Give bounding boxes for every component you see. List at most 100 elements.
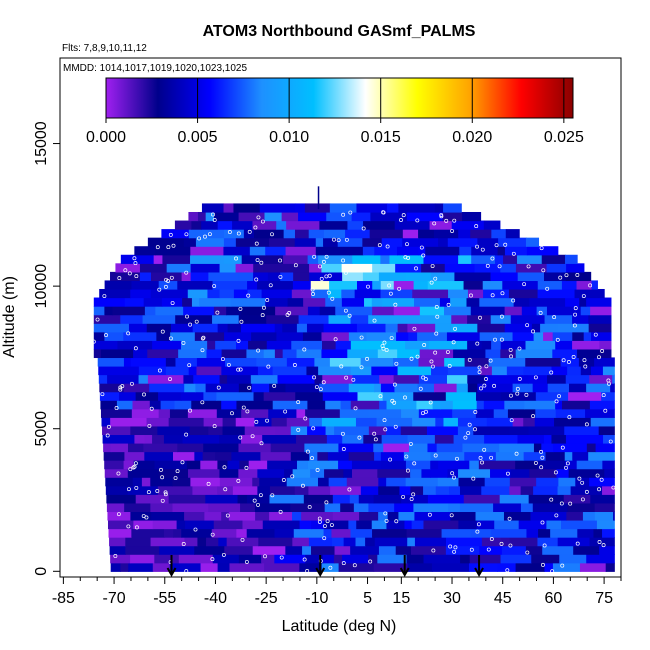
- heatmap-cell: [564, 425, 600, 436]
- sample-point: [507, 516, 512, 521]
- heatmap-cell: [533, 485, 559, 495]
- heatmap-cell: [568, 383, 587, 393]
- heatmap-cell: [427, 494, 465, 504]
- heatmap-cell: [412, 417, 436, 427]
- sample-point: [467, 422, 472, 427]
- heatmap-cell: [142, 314, 176, 324]
- sample-point: [383, 511, 388, 516]
- heatmap-cell: [394, 220, 431, 230]
- heatmap-cell: [216, 408, 242, 418]
- sample-point: [531, 329, 535, 334]
- heatmap-cell: [477, 383, 514, 393]
- heatmap-cell: [93, 297, 126, 307]
- sample-point: [100, 392, 105, 397]
- heatmap-cell: [154, 554, 180, 564]
- sample-point: [240, 537, 245, 542]
- sample-point: [469, 547, 474, 552]
- heatmap-cell: [560, 357, 580, 367]
- heatmap-cell: [506, 365, 525, 376]
- colorbar-tick-label: 0.010: [269, 129, 309, 146]
- sample-point: [541, 268, 546, 273]
- heatmap-cell: [119, 391, 137, 401]
- heatmap-cell: [576, 460, 603, 470]
- heatmap-cell: [309, 271, 343, 282]
- sample-point: [588, 283, 593, 288]
- heatmap-cell: [314, 374, 323, 384]
- sample-point: [134, 274, 139, 279]
- heatmap-cell: [594, 502, 615, 513]
- heatmap-cell: [589, 477, 615, 487]
- heatmap-cell: [537, 280, 563, 290]
- sample-point: [155, 489, 160, 493]
- heatmap-cell: [577, 528, 595, 538]
- sample-point: [212, 218, 217, 222]
- sample-point: [377, 243, 382, 248]
- heatmap-cell: [372, 280, 382, 290]
- heatmap-cell: [227, 460, 241, 470]
- heatmap-cell: [125, 545, 160, 555]
- heatmap-cell: [150, 288, 189, 299]
- heatmap-cell: [524, 400, 556, 410]
- sample-point: [258, 493, 263, 498]
- heatmap-cell: [317, 477, 330, 487]
- heatmap-cell: [599, 340, 612, 350]
- heatmap-cell: [294, 237, 317, 247]
- sample-point: [452, 549, 457, 554]
- heatmap-cell: [110, 417, 148, 427]
- sample-point: [330, 296, 335, 301]
- heatmap-cell: [456, 383, 469, 393]
- heatmap-cell: [256, 357, 288, 367]
- heatmap-cell: [216, 391, 255, 401]
- sample-point: [236, 231, 241, 236]
- heatmap-cells: [93, 203, 615, 572]
- heatmap-cell: [208, 271, 240, 282]
- heatmap-cell: [219, 374, 228, 384]
- sample-point: [421, 253, 426, 258]
- sample-point: [268, 283, 273, 288]
- sample-point: [564, 273, 569, 278]
- heatmap-cell: [308, 229, 325, 239]
- heatmap-cell: [302, 331, 323, 341]
- sample-point: [430, 364, 435, 369]
- heatmap-cell: [355, 537, 366, 547]
- heatmap-cell: [296, 323, 308, 333]
- sample-point: [433, 350, 438, 355]
- sample-point: [341, 561, 346, 566]
- heatmap-cell: [274, 323, 283, 333]
- sample-point: [428, 400, 433, 405]
- heatmap-cell: [589, 537, 615, 547]
- sample-point: [393, 302, 398, 307]
- sample-point: [175, 469, 180, 474]
- heatmap-cell: [447, 237, 478, 247]
- heatmap-cell: [327, 451, 350, 461]
- heatmap-cell: [296, 434, 328, 444]
- heatmap-cell: [198, 400, 222, 410]
- sample-point: [222, 465, 227, 470]
- sample-point: [171, 243, 176, 248]
- heatmap-cell: [236, 400, 274, 410]
- heatmap-cell: [599, 348, 612, 359]
- heatmap-cell: [251, 383, 270, 393]
- sample-point: [517, 376, 522, 381]
- heatmap-cell: [590, 494, 615, 504]
- heatmap-cell: [104, 460, 125, 470]
- heatmap-cell: [431, 562, 470, 572]
- heatmap-cell: [538, 528, 551, 538]
- sample-point: [383, 427, 388, 432]
- sample-point: [432, 221, 437, 226]
- heatmap-cell: [174, 400, 192, 410]
- sample-point: [133, 346, 138, 351]
- sample-point: [542, 543, 547, 548]
- heatmap-cell: [226, 306, 242, 316]
- sample-point: [455, 456, 459, 461]
- heatmap-cell: [249, 246, 266, 256]
- heatmap-cell: [337, 237, 363, 247]
- heatmap-cell: [545, 451, 566, 461]
- sample-point: [467, 357, 472, 362]
- sample-point: [524, 392, 529, 397]
- heatmap-cell: [555, 408, 586, 418]
- heatmap-cell: [373, 562, 409, 572]
- heatmap-cell: [535, 408, 557, 418]
- heatmap-cell: [594, 357, 615, 367]
